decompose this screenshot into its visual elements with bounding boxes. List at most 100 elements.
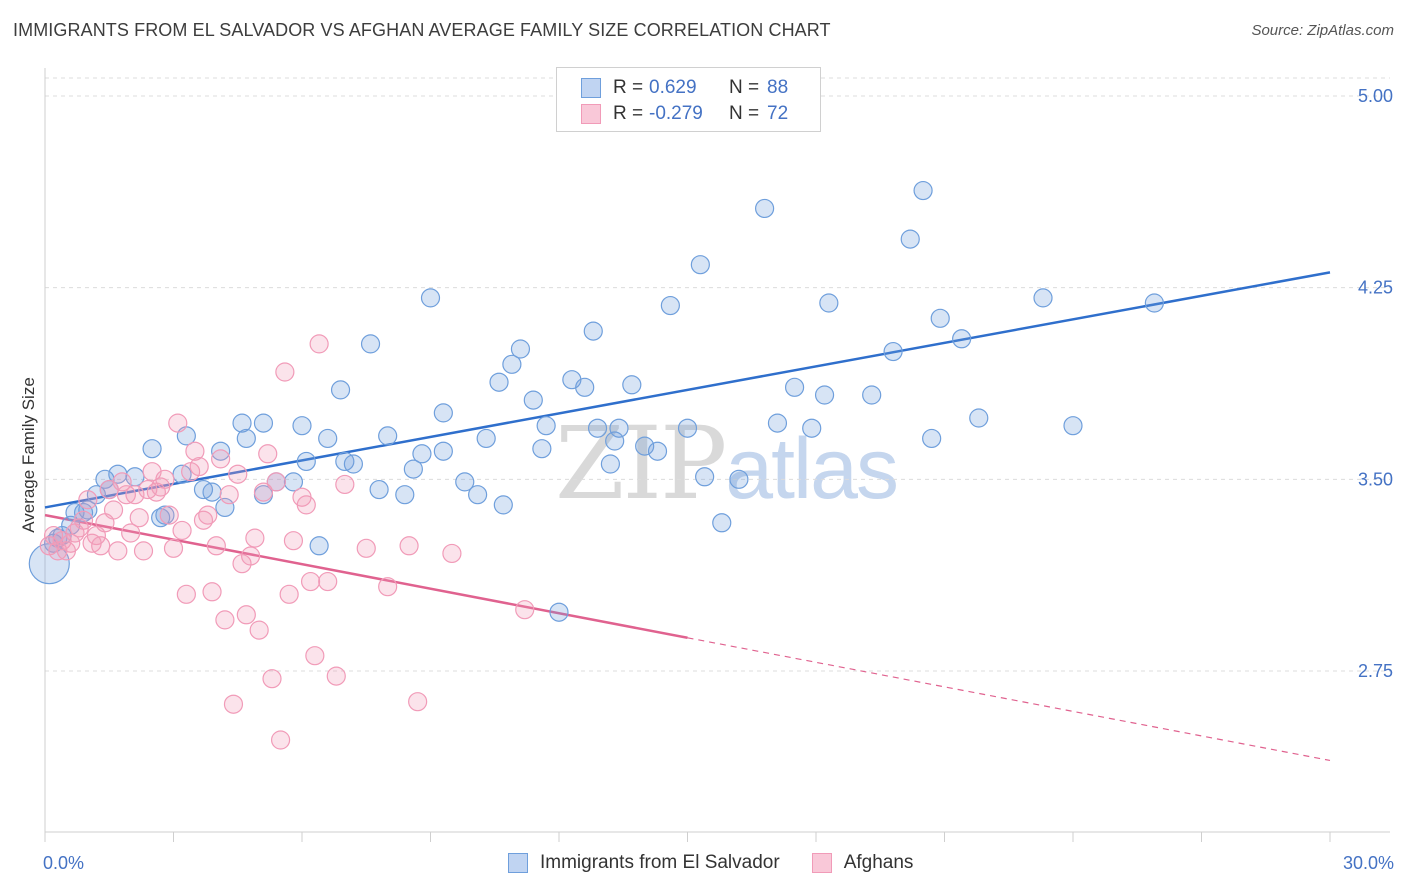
trend-lines <box>44 271 1331 762</box>
point-el-salvador <box>232 413 252 433</box>
point-el-salvador <box>412 444 432 464</box>
point-el-salvador <box>476 428 496 449</box>
axis-labels: 2.75 3.50 4.25 5.00 0.0% 30.0% Average Family … <box>19 86 1394 873</box>
point-el-salvador <box>900 229 920 249</box>
legend-swatch-pink <box>811 853 832 873</box>
legend-label-afghans: Afghans <box>843 852 914 873</box>
y-tick-label: 4.25 <box>1358 278 1393 298</box>
point-el-salvador <box>360 334 381 354</box>
point-el-salvador <box>622 375 642 395</box>
point-el-salvador <box>587 418 608 438</box>
legend-n-value: 72 <box>767 103 789 124</box>
point-el-salvador <box>202 482 222 502</box>
source-label: Source: ZipAtlas.com <box>1251 22 1394 39</box>
point-el-salvador <box>712 513 732 533</box>
point-el-salvador <box>433 441 453 461</box>
point-el-salvador <box>420 288 441 308</box>
legend-item-afghans: Afghans <box>811 852 914 874</box>
point-afghans <box>133 541 154 561</box>
point-el-salvador <box>609 418 629 438</box>
point-afghans <box>241 546 261 566</box>
point-afghans <box>108 541 128 561</box>
y-tick-label: 3.50 <box>1358 469 1393 489</box>
point-el-salvador <box>296 451 316 472</box>
point-afghans <box>275 362 295 382</box>
point-afghans <box>245 528 265 548</box>
correlation-legend: R = 0.629 N = 88 R = -0.279 N = 72 <box>556 67 821 132</box>
legend-n-value: 88 <box>767 77 789 98</box>
point-el-salvador <box>754 198 775 219</box>
point-el-salvador <box>922 428 942 449</box>
point-afghans <box>378 577 398 597</box>
gridlines <box>45 77 1390 672</box>
point-el-salvador <box>583 321 603 341</box>
point-el-salvador <box>1033 288 1053 308</box>
trend-line-afghans <box>44 513 688 640</box>
point-el-salvador <box>403 459 423 479</box>
x-tick-label: 30.0% <box>1343 853 1394 873</box>
point-el-salvador <box>502 354 522 374</box>
point-el-salvador <box>969 408 989 428</box>
point-afghans <box>300 571 321 592</box>
trend-line-afghans-extrapolated <box>687 637 1331 762</box>
point-el-salvador <box>318 428 338 449</box>
point-el-salvador <box>802 418 822 438</box>
series-legend: Immigrants from El Salvador Afghans <box>508 852 945 874</box>
point-el-salvador <box>536 416 556 436</box>
legend-n-label: N = <box>729 103 760 124</box>
legend-r-label: R = <box>613 103 644 124</box>
point-el-salvador <box>1063 416 1083 436</box>
point-afghans <box>129 508 149 528</box>
point-el-salvador <box>819 293 839 313</box>
point-afghans <box>61 533 81 553</box>
point-el-salvador <box>605 431 625 451</box>
point-afghans <box>279 584 299 604</box>
point-el-salvador <box>523 390 543 410</box>
point-afghans <box>266 472 286 492</box>
chart-title: IMMIGRANTS FROM EL SALVADOR VS AFGHAN AV… <box>13 20 831 40</box>
point-el-salvador <box>814 385 835 405</box>
point-afghans <box>211 449 231 469</box>
point-afghans <box>159 505 179 525</box>
point-afghans <box>202 582 222 602</box>
point-el-salvador <box>236 428 256 449</box>
point-el-salvador <box>883 341 903 362</box>
legend-n-label: N = <box>729 77 760 98</box>
axes <box>44 68 1390 842</box>
legend-swatch-blue <box>581 78 601 98</box>
point-el-salvador <box>455 472 475 492</box>
point-afghans <box>103 500 124 520</box>
point-afghans <box>408 692 428 712</box>
point-el-salvador <box>489 372 509 392</box>
point-afghans <box>189 456 209 477</box>
point-afghans <box>155 469 175 489</box>
point-el-salvador <box>729 469 749 489</box>
point-afghans <box>168 413 188 433</box>
point-afghans <box>335 474 355 495</box>
point-el-salvador <box>433 403 453 423</box>
point-afghans <box>121 523 141 543</box>
point-el-salvador <box>155 505 175 525</box>
point-el-salvador <box>1144 293 1164 313</box>
legend-swatch-pink <box>581 104 601 124</box>
point-afghans <box>91 536 111 556</box>
point-afghans <box>258 444 278 464</box>
point-afghans <box>215 610 235 630</box>
legend-swatch-blue <box>508 853 528 873</box>
point-afghans <box>270 730 291 750</box>
point-el-salvador <box>309 536 329 556</box>
point-afghans <box>253 482 274 502</box>
point-el-salvador <box>862 385 882 405</box>
point-afghans <box>305 646 325 666</box>
point-afghans <box>112 472 132 492</box>
point-afghans <box>356 538 376 558</box>
point-afghans <box>219 485 239 505</box>
point-el-salvador <box>330 380 351 400</box>
legend-r-value: 0.629 <box>649 77 697 98</box>
point-el-salvador <box>215 497 235 518</box>
point-el-salvador <box>677 418 698 438</box>
point-el-salvador <box>378 426 398 446</box>
watermark: ZIPatlas <box>555 405 899 522</box>
point-el-salvador <box>78 500 98 520</box>
